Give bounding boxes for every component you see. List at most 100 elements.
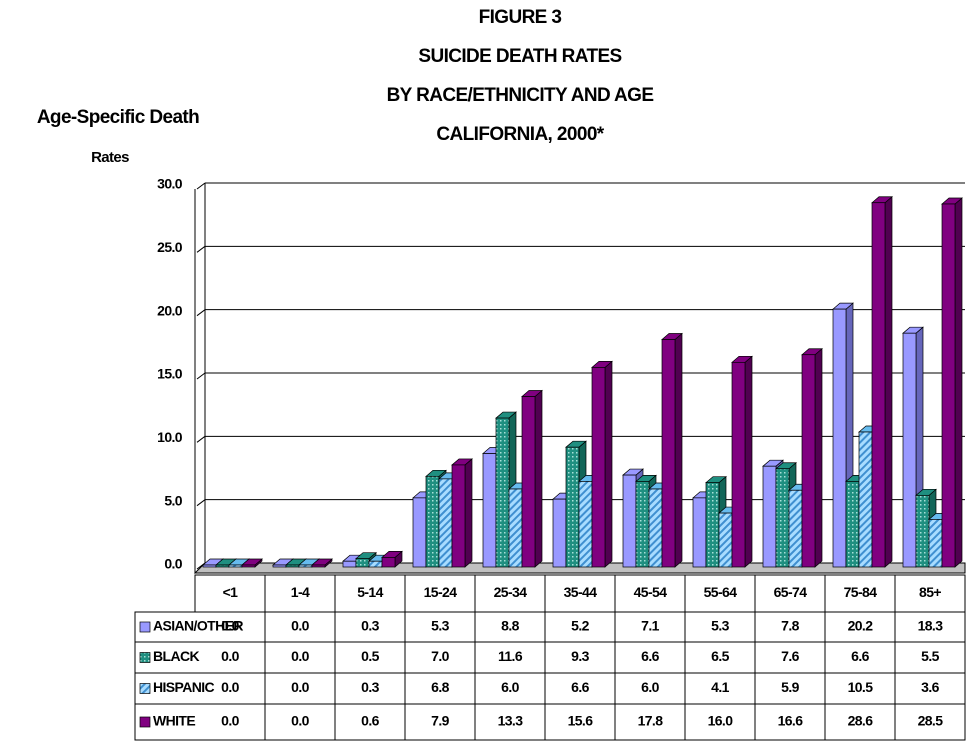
table-value: 11.6 xyxy=(498,648,523,664)
table-value: 7.6 xyxy=(781,648,799,664)
bar-side xyxy=(604,360,613,568)
bar-front xyxy=(845,481,860,568)
bar-front xyxy=(552,498,567,568)
bar-front xyxy=(788,489,803,568)
bar xyxy=(311,558,333,568)
x-tick-label: 35-44 xyxy=(564,584,598,600)
bar-front xyxy=(451,464,466,568)
table-value: 5.3 xyxy=(711,618,729,634)
bar-front xyxy=(622,474,637,568)
bar-front xyxy=(241,564,256,568)
table-value: 6.0 xyxy=(641,679,659,695)
table-value: 6.6 xyxy=(641,648,659,664)
table-value: 6.5 xyxy=(711,648,729,664)
tick-mark xyxy=(196,309,206,317)
x-tick-label: 5-14 xyxy=(357,584,383,600)
bar-front xyxy=(508,488,523,568)
chart-title: CALIFORNIA, 2000* xyxy=(436,124,604,145)
x-tick-label: 25-34 xyxy=(494,584,528,600)
x-tick-label: 15-24 xyxy=(424,584,458,600)
legend-swatch xyxy=(139,683,151,694)
bar-front xyxy=(215,564,230,568)
table-value: 20.2 xyxy=(848,618,874,634)
bar xyxy=(591,360,613,568)
table-value: 7.9 xyxy=(431,713,449,729)
bar-side xyxy=(744,355,753,568)
bar-front xyxy=(692,497,707,568)
table-value: 0.0 xyxy=(291,618,309,634)
bar-front xyxy=(871,202,886,568)
tick-mark xyxy=(196,372,206,380)
x-tick-label: 85+ xyxy=(919,584,941,600)
legend-label: BLACK xyxy=(153,648,199,664)
table-value: 6.6 xyxy=(851,648,869,664)
table-value: 4.1 xyxy=(711,679,729,695)
bar-front xyxy=(928,519,943,568)
bar-front xyxy=(718,512,733,568)
x-tick-label: 1-4 xyxy=(291,584,310,600)
y-tick-label: 15.0 xyxy=(157,366,183,382)
table-border xyxy=(134,611,966,741)
legend-label: WHITE xyxy=(153,713,195,729)
x-tick-label: 75-84 xyxy=(844,584,878,600)
bar-front xyxy=(381,557,396,568)
bar-front xyxy=(285,564,300,568)
table-value: 0.6 xyxy=(361,713,379,729)
bar-front xyxy=(368,560,383,568)
bar-front xyxy=(342,560,357,568)
bar-front xyxy=(801,354,816,568)
bar-front xyxy=(578,481,593,568)
bar xyxy=(241,558,263,568)
y-tick-label: 30.0 xyxy=(157,176,183,192)
bar-front xyxy=(635,481,650,568)
table-value: 0.3 xyxy=(361,679,379,695)
bar-front xyxy=(202,564,217,568)
y-tick-label: 25.0 xyxy=(157,239,183,255)
bar-front xyxy=(311,564,326,568)
bar-front xyxy=(775,468,790,568)
bar xyxy=(871,195,893,568)
bar-front xyxy=(272,564,287,568)
bar-front xyxy=(648,488,663,568)
table-value: 10.5 xyxy=(848,679,874,695)
table-value: 0.0 xyxy=(291,648,309,664)
bar-side xyxy=(464,458,473,568)
table-value: 5.5 xyxy=(921,648,939,664)
table-value: 15.6 xyxy=(568,713,594,729)
table-value: 0.0 xyxy=(221,648,239,664)
x-tick-label: 55-64 xyxy=(704,584,738,600)
bar-side xyxy=(674,332,683,568)
bar-front xyxy=(762,465,777,568)
bar-side xyxy=(814,347,823,568)
table-value: 16.6 xyxy=(778,713,804,729)
tick-mark xyxy=(196,499,206,507)
table-value: 28.5 xyxy=(918,713,944,729)
y-tick-label: 0.0 xyxy=(164,556,182,572)
legend-label: ASIAN/OTHER xyxy=(153,618,243,634)
y-tick-label: 5.0 xyxy=(164,492,182,508)
table-value: 7.0 xyxy=(431,648,449,664)
table-value: 16.0 xyxy=(708,713,734,729)
bar xyxy=(731,355,753,568)
table-value: 9.3 xyxy=(571,648,589,664)
tick-mark xyxy=(196,245,206,253)
y-axis-label: Rates xyxy=(91,149,129,166)
table-value: 6.8 xyxy=(431,679,449,695)
legend-swatch xyxy=(139,716,151,728)
table-value: 0.0 xyxy=(221,618,239,634)
legend-swatch xyxy=(139,652,151,663)
bar-side xyxy=(954,197,963,568)
bar xyxy=(451,458,473,568)
table-value: 6.6 xyxy=(571,679,589,695)
table-value: 5.9 xyxy=(781,679,799,695)
bar-front xyxy=(591,367,606,568)
bar-front xyxy=(731,361,746,568)
tick-mark xyxy=(196,182,206,190)
bar xyxy=(661,332,683,568)
bar-front xyxy=(565,446,580,568)
table-value: 17.8 xyxy=(638,713,664,729)
bar-front xyxy=(412,497,427,568)
bar-side xyxy=(884,195,893,568)
bar-front xyxy=(858,431,873,568)
table-value: 0.5 xyxy=(361,648,379,664)
